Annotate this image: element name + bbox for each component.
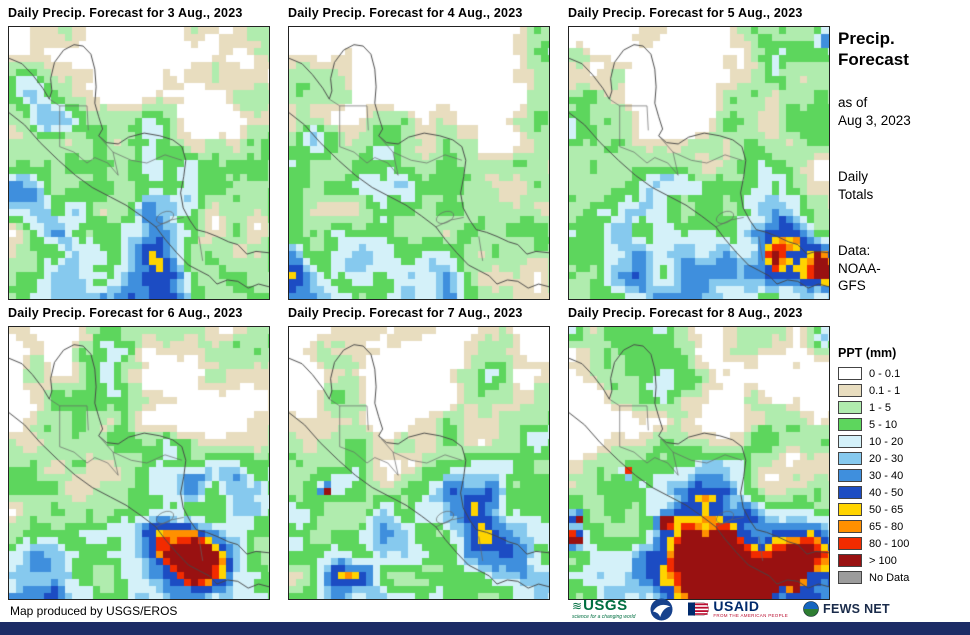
- usaid-flag-icon: [688, 602, 710, 616]
- legend-item: 20 - 30: [838, 450, 909, 467]
- legend-item: 30 - 40: [838, 467, 909, 484]
- precip-map-canvas: [288, 26, 550, 300]
- fewsnet-globe-icon: [803, 601, 819, 617]
- sidebar-daily-totals: Daily Totals: [838, 168, 873, 203]
- legend-swatch: [838, 469, 862, 482]
- legend-swatch: [838, 384, 862, 397]
- map-panel: Daily Precip. Forecast for 7 Aug., 2023: [288, 306, 550, 600]
- map-panel: Daily Precip. Forecast for 6 Aug., 2023: [8, 306, 270, 600]
- legend-item: 10 - 20: [838, 433, 909, 450]
- usgs-logo-text: USGS: [583, 597, 628, 614]
- legend-swatch: [838, 554, 862, 567]
- legend-swatch: [838, 367, 862, 380]
- legend-item: 0.1 - 1: [838, 382, 909, 399]
- legend-item: 50 - 65: [838, 501, 909, 518]
- legend-label: 20 - 30: [869, 452, 904, 465]
- usaid-logo-text: USAID: [713, 598, 760, 615]
- legend-item: 1 - 5: [838, 399, 909, 416]
- legend-label: 10 - 20: [869, 435, 904, 448]
- map-panel-title: Daily Precip. Forecast for 6 Aug., 2023: [8, 306, 243, 320]
- totals-line1: Daily: [838, 169, 869, 184]
- map-panel: Daily Precip. Forecast for 3 Aug., 2023: [8, 6, 270, 300]
- legend-swatch: [838, 537, 862, 550]
- legend-item: 5 - 10: [838, 416, 909, 433]
- asof-line1: as of: [838, 95, 868, 110]
- legend-item: No Data: [838, 569, 909, 586]
- map-panel-title: Daily Precip. Forecast for 7 Aug., 2023: [288, 306, 523, 320]
- map-panel-title: Daily Precip. Forecast for 8 Aug., 2023: [568, 306, 803, 320]
- legend-label: 0.1 - 1: [869, 384, 901, 397]
- legend-items: 0 - 0.1 0.1 - 1 1 - 5 5 - 10 10 - 20 20 - 30 3…: [838, 365, 909, 586]
- legend-swatch: [838, 418, 862, 431]
- usgs-wave-icon: ≋: [572, 599, 583, 613]
- sidebar: Precip. Forecast as of Aug 3, 2023 Daily…: [838, 28, 966, 603]
- precip-map-canvas: [288, 326, 550, 600]
- sidebar-asof: as of Aug 3, 2023: [838, 94, 911, 129]
- legend-item: 40 - 50: [838, 484, 909, 501]
- legend-item: 80 - 100: [838, 535, 909, 552]
- usaid-logo: USAID FROM THE AMERICAN PEOPLE: [688, 599, 788, 619]
- legend-label: No Data: [869, 571, 910, 584]
- legend-label: 80 - 100: [869, 537, 910, 550]
- noaa-seagull-icon: [650, 598, 673, 620]
- legend-item: > 100: [838, 552, 909, 569]
- legend-label: 5 - 10: [869, 418, 898, 431]
- legend-swatch: [838, 486, 862, 499]
- bottom-bar: [0, 622, 970, 635]
- legend-label: 30 - 40: [869, 469, 904, 482]
- legend-item: 0 - 0.1: [838, 365, 909, 382]
- legend-label: 1 - 5: [869, 401, 892, 414]
- legend-label: 40 - 50: [869, 486, 904, 499]
- legend-label: 65 - 80: [869, 520, 904, 533]
- map-panel-title: Daily Precip. Forecast for 5 Aug., 2023: [568, 6, 803, 20]
- sidebar-title: Precip. Forecast: [838, 28, 909, 71]
- sidebar-data-source: Data: NOAA- GFS: [838, 242, 881, 295]
- legend-label: 0 - 0.1: [869, 367, 901, 380]
- precip-map-canvas: [568, 26, 830, 300]
- map-panel: Daily Precip. Forecast for 8 Aug., 2023: [568, 306, 830, 600]
- map-panel: Daily Precip. Forecast for 4 Aug., 2023: [288, 6, 550, 300]
- usgs-tagline: science for a changing world: [572, 614, 636, 620]
- fewsnet-logo-text: FEWS NET: [823, 602, 890, 616]
- legend-title: PPT (mm): [838, 346, 897, 360]
- totals-line2: Totals: [838, 186, 874, 202]
- legend-swatch: [838, 503, 862, 516]
- precip-map-canvas: [568, 326, 830, 600]
- legend-swatch: [838, 520, 862, 533]
- sidebar-title-line2: Forecast: [838, 50, 909, 70]
- legend-item: 65 - 80: [838, 518, 909, 535]
- usgs-logo: ≋USGS science for a changing world: [572, 598, 635, 620]
- legend-label: > 100: [869, 554, 897, 567]
- credit-text: Map produced by USGS/EROS: [10, 604, 178, 618]
- fewsnet-logo: FEWS NET: [803, 601, 890, 617]
- legend: PPT (mm) 0 - 0.1 0.1 - 1 1 - 5 5 - 10 10 - 2…: [838, 346, 909, 586]
- usaid-tagline: FROM THE AMERICAN PEOPLE: [713, 613, 789, 619]
- sidebar-title-line1: Precip.: [838, 29, 895, 48]
- noaa-logo: [650, 598, 673, 621]
- data-line3: GFS: [838, 278, 866, 294]
- legend-swatch: [838, 452, 862, 465]
- legend-label: 50 - 65: [869, 503, 904, 516]
- maps-grid: Daily Precip. Forecast for 3 Aug., 2023 D…: [8, 6, 830, 600]
- asof-line2: Aug 3, 2023: [838, 112, 911, 128]
- data-line2: NOAA-: [838, 260, 881, 276]
- data-line1: Data:: [838, 243, 871, 258]
- legend-swatch: [838, 571, 862, 584]
- map-panel-title: Daily Precip. Forecast for 4 Aug., 2023: [288, 6, 523, 20]
- legend-swatch: [838, 401, 862, 414]
- precip-map-canvas: [8, 26, 270, 300]
- footer-logos: ≋USGS science for a changing world USAID: [572, 596, 890, 622]
- legend-swatch: [838, 435, 862, 448]
- map-panel-title: Daily Precip. Forecast for 3 Aug., 2023: [8, 6, 243, 20]
- map-panel: Daily Precip. Forecast for 5 Aug., 2023: [568, 6, 830, 300]
- precip-map-canvas: [8, 326, 270, 600]
